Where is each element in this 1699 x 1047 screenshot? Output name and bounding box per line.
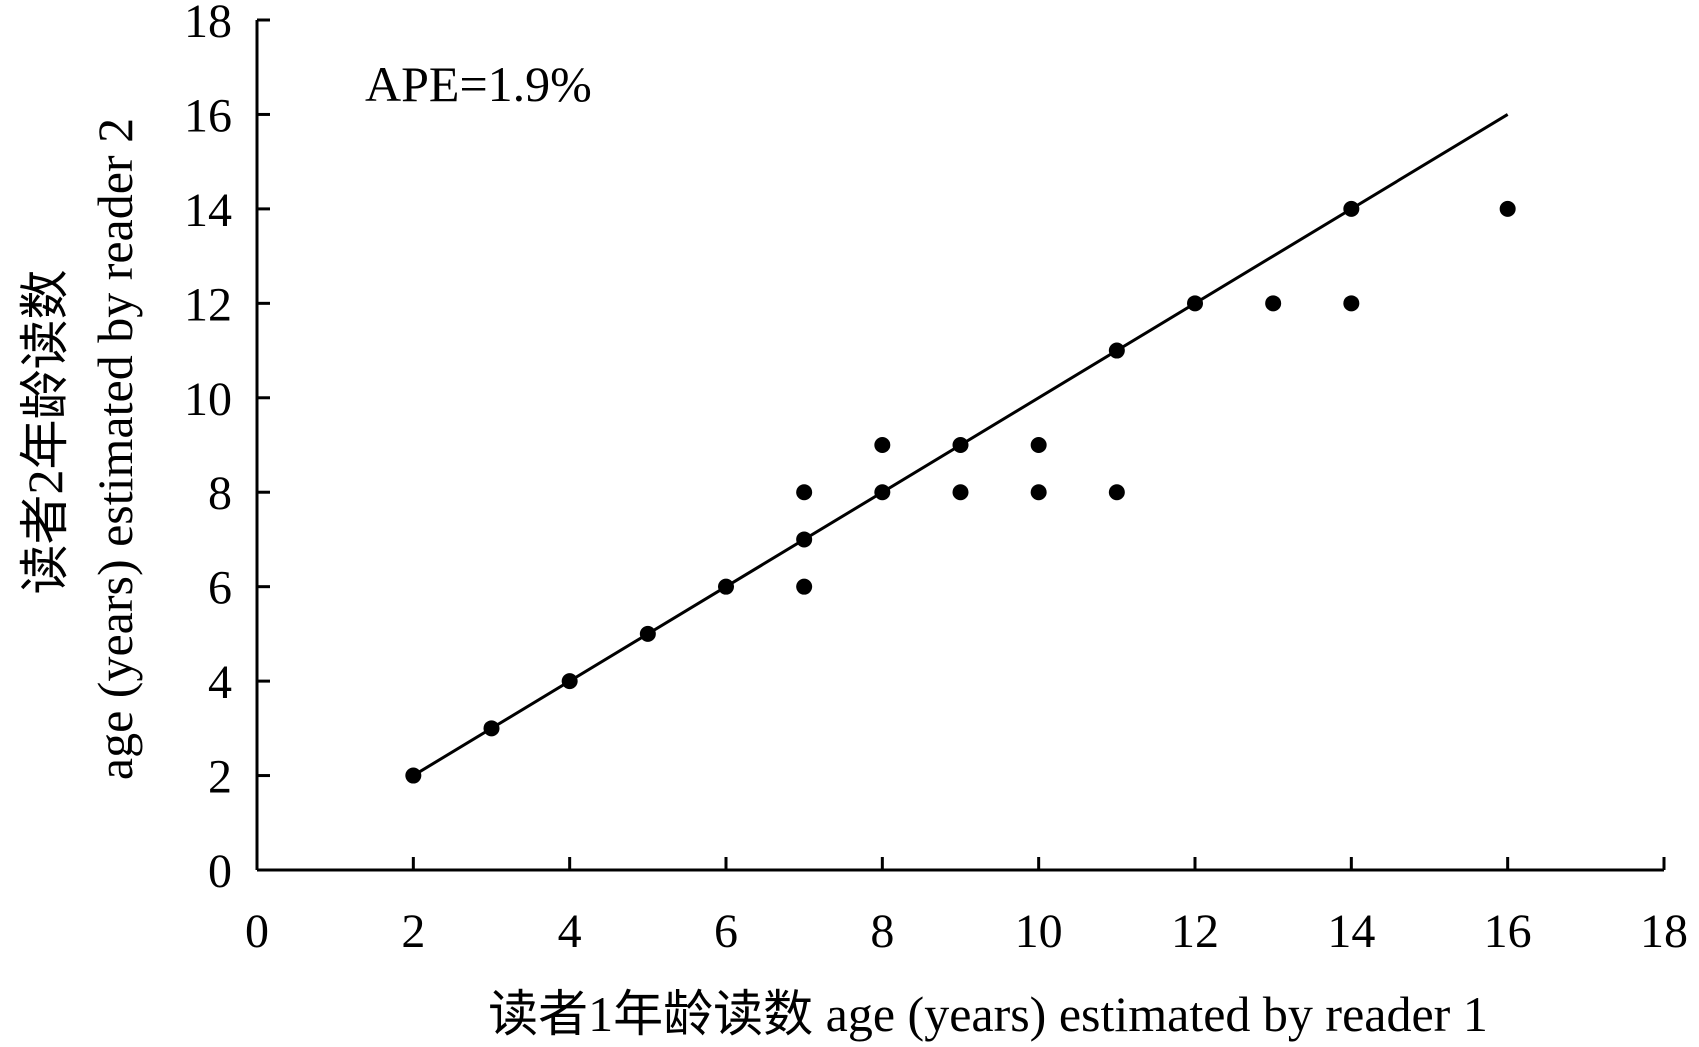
data-point [718, 578, 734, 595]
data-point [796, 578, 813, 595]
y-tick-label: 12 [184, 278, 232, 331]
y-tick-label: 0 [208, 845, 232, 898]
data-point [405, 767, 422, 784]
data-point [561, 673, 578, 690]
data-point [1108, 484, 1125, 501]
data-point [1343, 295, 1360, 312]
y-axis-title-line2: age (years) estimated by reader 2 [87, 118, 143, 780]
ticks: 0 2 4 6 8 10 12 14 16 18 0 2 4 6 8 10 12 14 16 18 [184, 0, 1688, 958]
axes [255, 20, 1664, 872]
data-point [1030, 437, 1047, 453]
data-point [1499, 200, 1516, 217]
x-tick-label: 10 [1015, 905, 1063, 958]
y-tick-label: 4 [208, 656, 232, 709]
data-point [1108, 342, 1125, 359]
x-tick-label: 16 [1484, 905, 1532, 958]
y-tick-label: 16 [184, 89, 232, 142]
data-point [874, 437, 891, 453]
data-point [1265, 295, 1282, 312]
x-tick-label: 12 [1171, 905, 1219, 958]
data-point [874, 484, 891, 501]
data-points [405, 200, 1516, 784]
data-point [483, 720, 500, 737]
x-tick-label: 18 [1640, 905, 1688, 958]
data-point [952, 437, 969, 453]
data-point [1343, 200, 1360, 217]
x-tick-label: 6 [714, 905, 738, 958]
x-tick-label: 2 [401, 905, 425, 958]
y-tick-label: 6 [208, 562, 232, 615]
x-tick-label: 8 [870, 905, 894, 958]
x-axis-title: 读者1年龄读数 age (years) estimated by reader … [488, 986, 1488, 1042]
y-axis-title-line1: 读者2年龄读数 [17, 270, 73, 595]
data-point [796, 531, 813, 548]
data-point [1187, 295, 1203, 312]
data-point [952, 484, 969, 501]
data-point [796, 484, 813, 501]
y-tick-label: 18 [184, 0, 232, 48]
y-tick-label: 14 [184, 184, 232, 237]
x-tick-label: 4 [558, 905, 582, 958]
ape-annotation: APE=1.9% [365, 56, 592, 112]
data-point [639, 625, 656, 642]
x-tick-label: 14 [1327, 905, 1375, 958]
x-tick-label: 0 [245, 905, 269, 958]
y-tick-label: 2 [208, 751, 232, 804]
data-point [1030, 484, 1047, 501]
y-tick-label: 8 [208, 467, 232, 520]
y-tick-label: 10 [184, 373, 232, 426]
